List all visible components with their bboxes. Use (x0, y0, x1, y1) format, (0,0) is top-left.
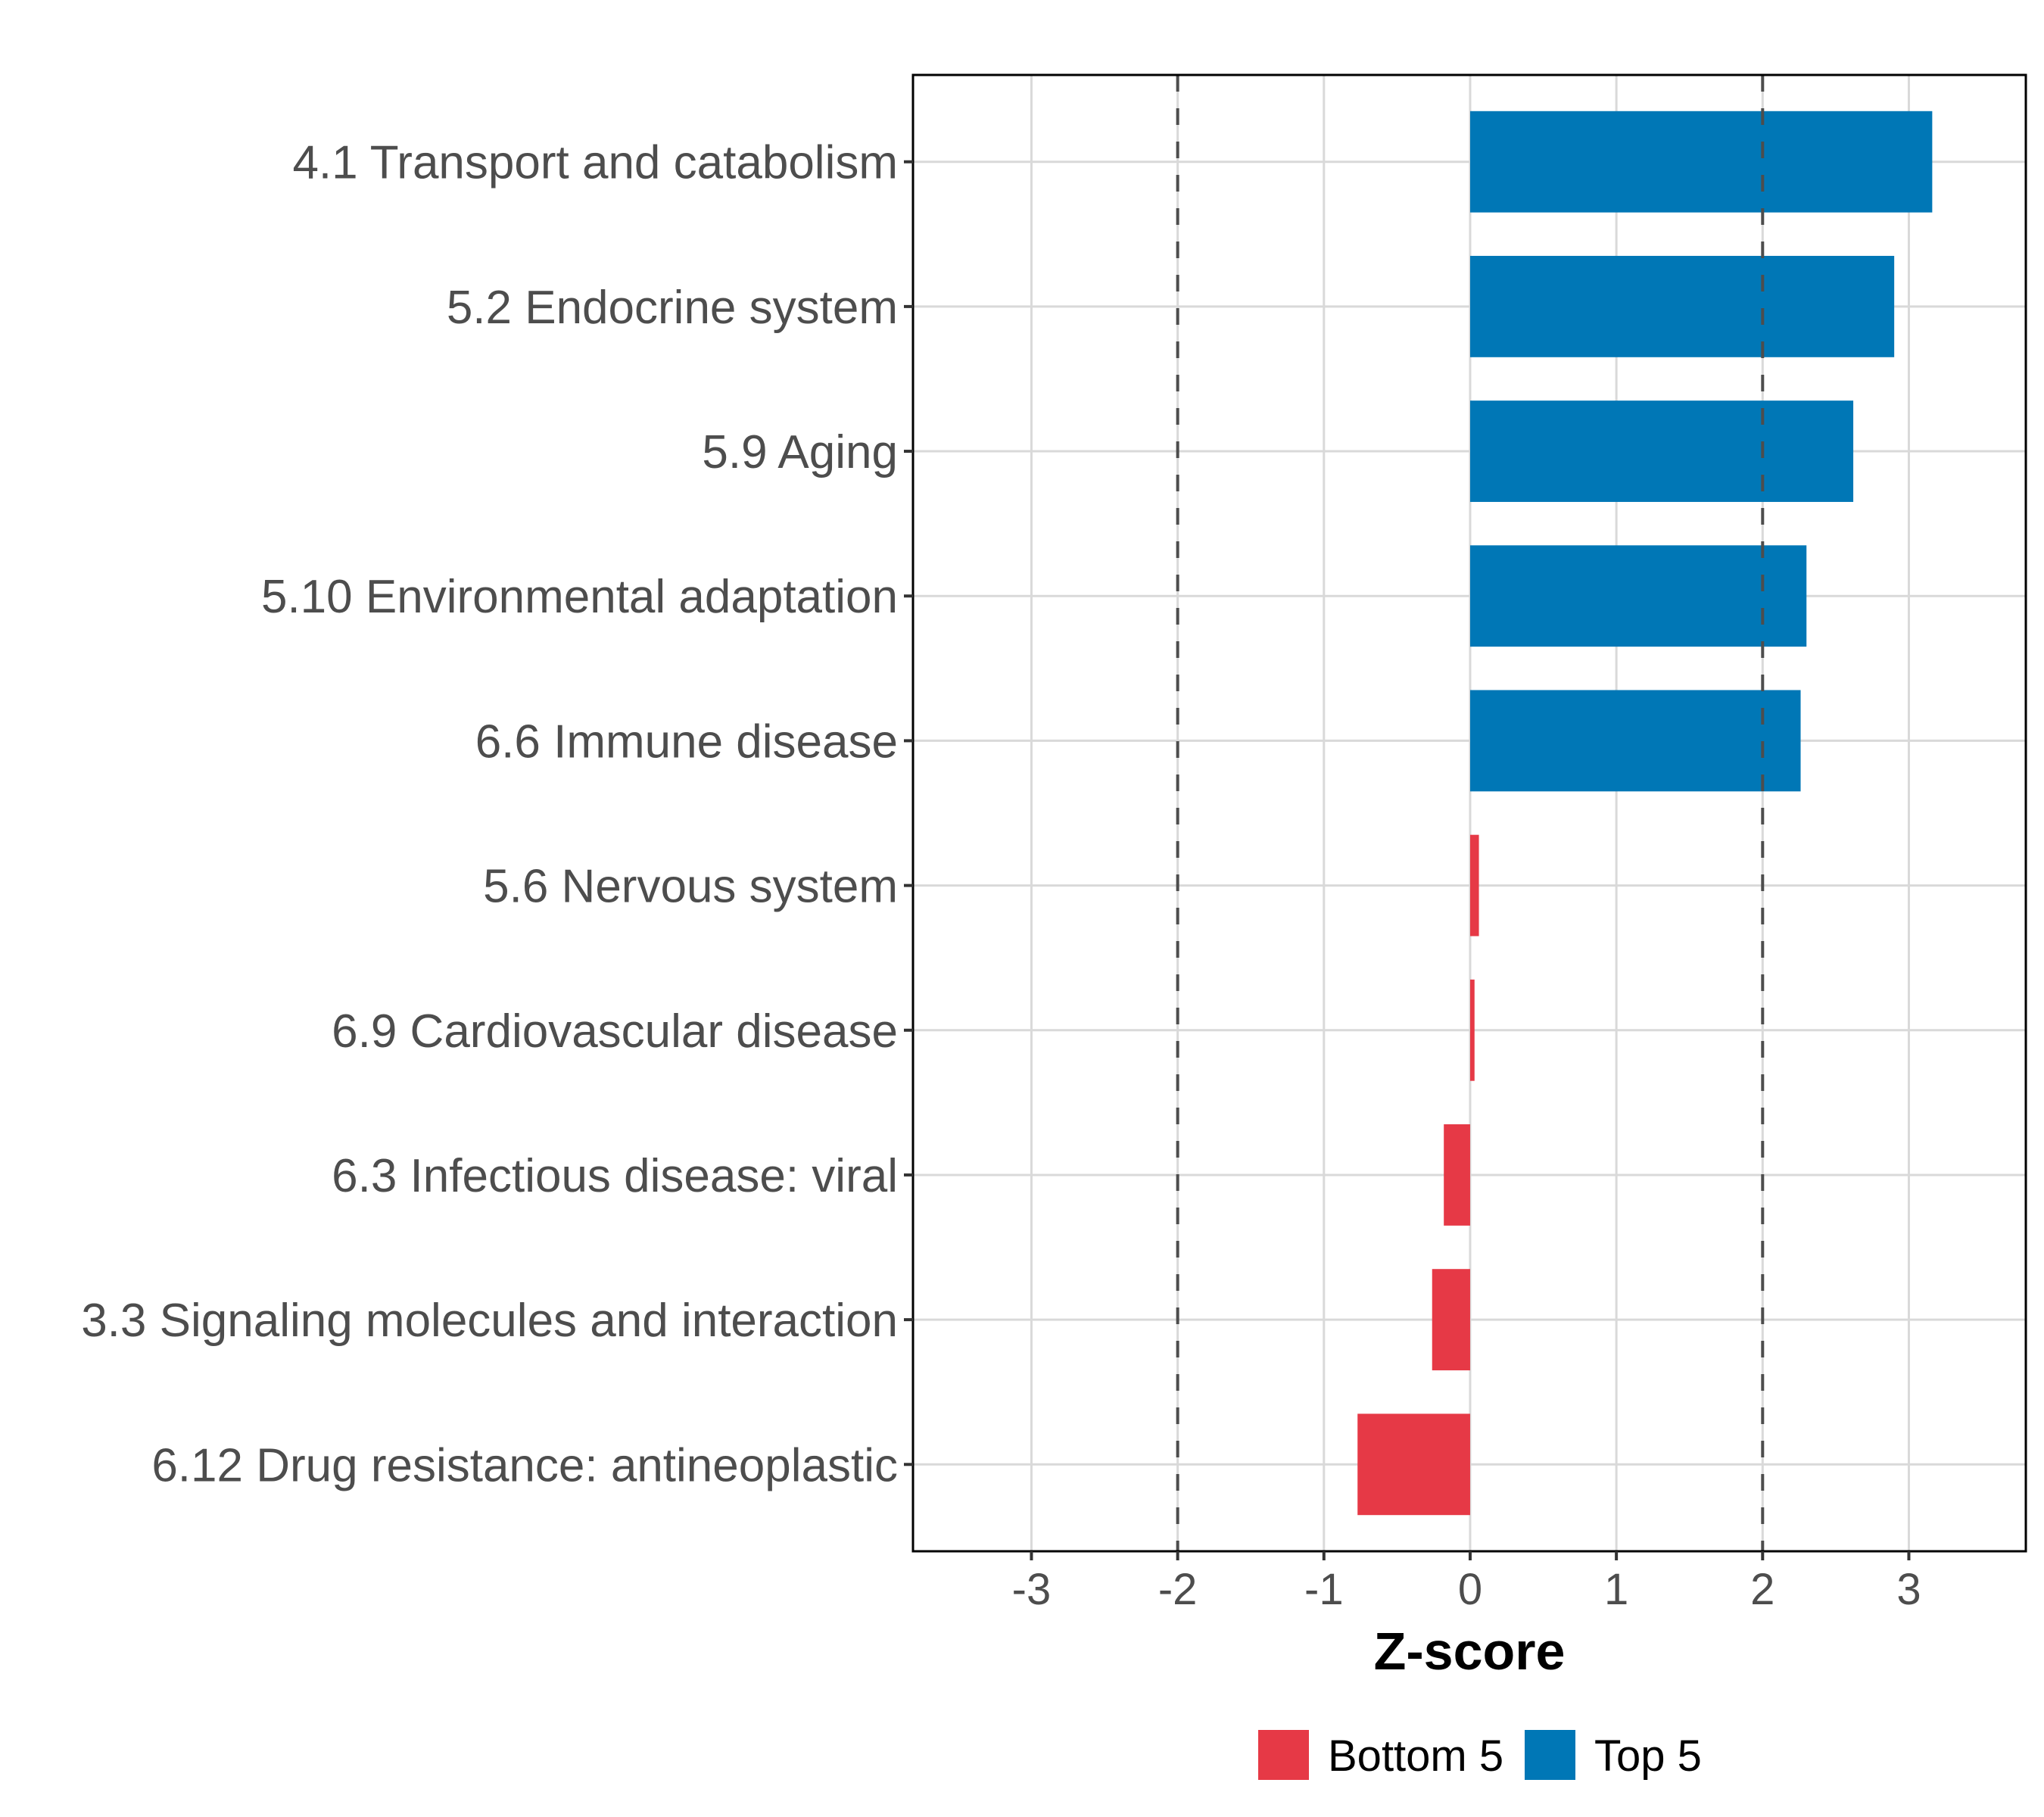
bar (1469, 690, 1801, 792)
bar (1444, 1124, 1470, 1226)
x-tick-label: -3 (1012, 1565, 1052, 1614)
category-label: 5.9 Aging (702, 426, 898, 478)
category-label: 5.2 Endocrine system (447, 282, 898, 334)
legend-label: Top 5 (1594, 1731, 1702, 1781)
x-tick-label: -1 (1304, 1565, 1344, 1614)
legend: Bottom 5 Top 5 (1258, 1730, 1702, 1781)
x-tick-label: 3 (1896, 1565, 1921, 1614)
legend-key (1258, 1730, 1309, 1780)
category-label: 5.10 Environmental adaptation (261, 571, 898, 623)
reference-lines (1176, 75, 1765, 1551)
x-tick-label: 1 (1604, 1565, 1628, 1614)
x-tick-label: -2 (1158, 1565, 1198, 1614)
bar (1469, 400, 1854, 502)
category-label: 6.3 Infectious disease: viral (332, 1150, 898, 1202)
x-axis-title: Z-score (1374, 1622, 1566, 1681)
bar (1432, 1269, 1470, 1371)
bar (1469, 979, 1475, 1081)
bar (1469, 545, 1807, 647)
x-tick-label: 0 (1458, 1565, 1482, 1614)
category-label: 4.1 Transport and catabolism (292, 137, 898, 189)
legend-key (1525, 1730, 1575, 1780)
x-axis: -3 -2 -1 0 1 2 3 (1012, 1551, 1921, 1614)
category-label: 3.3 Signaling molecules and interaction (81, 1295, 898, 1347)
x-tick-label: 2 (1750, 1565, 1774, 1614)
legend-label: Bottom 5 (1328, 1731, 1503, 1781)
y-axis: 4.1 Transport and catabolism 5.2 Endocrin… (81, 137, 913, 1491)
category-label: 6.6 Immune disease (475, 715, 898, 768)
bars (1357, 111, 1933, 1516)
bar (1357, 1413, 1470, 1516)
category-label: 5.6 Nervous system (483, 861, 898, 913)
bar (1469, 834, 1479, 937)
bar (1469, 111, 1933, 213)
category-label: 6.12 Drug resistance: antineoplastic (151, 1439, 898, 1491)
category-label: 6.9 Cardiovascular disease (332, 1005, 898, 1058)
bar (1469, 255, 1895, 357)
